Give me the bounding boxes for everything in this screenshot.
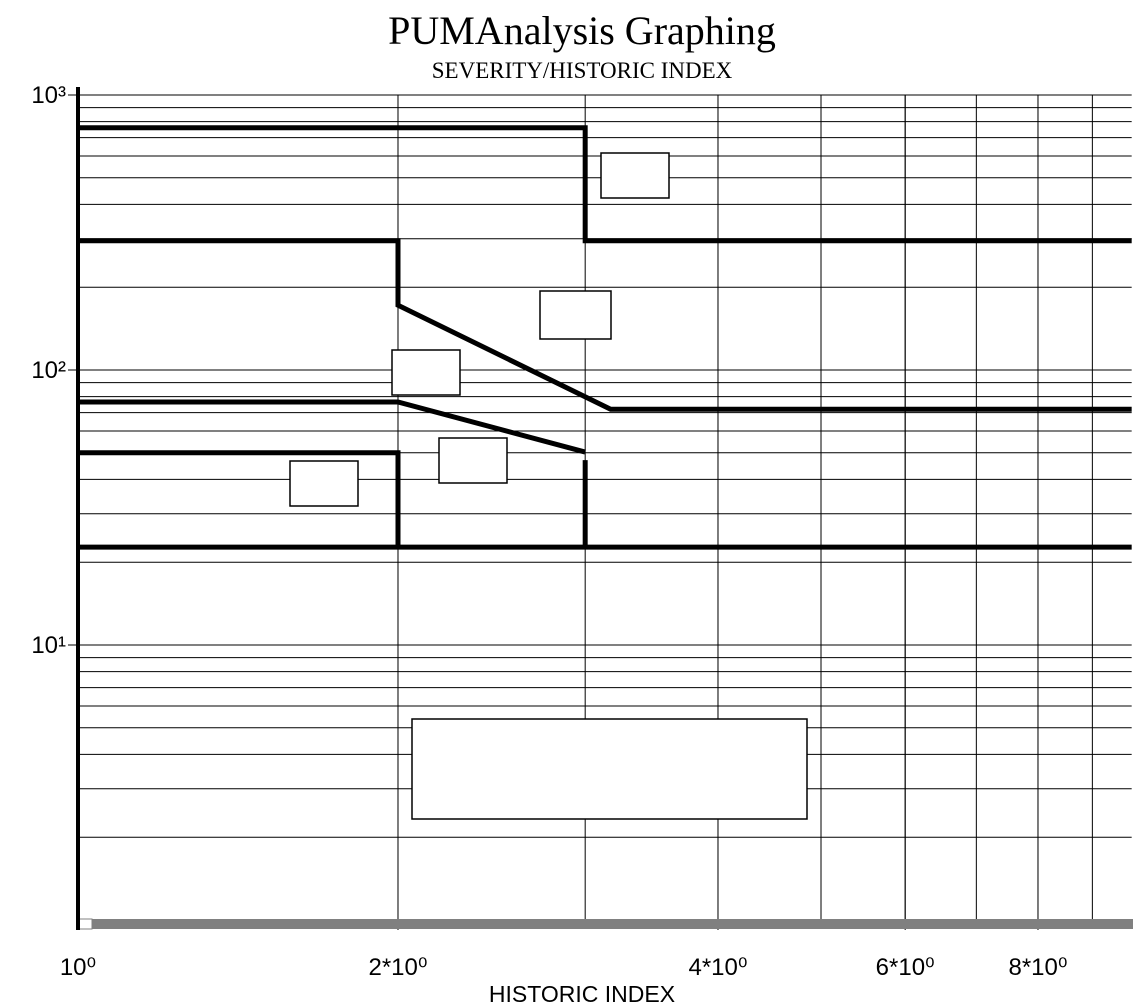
boundary-line xyxy=(78,399,586,455)
annotation-box xyxy=(391,349,461,396)
x-tick-label: 2*10⁰ xyxy=(368,954,427,981)
x-tick-label: 4*10⁰ xyxy=(688,954,747,981)
y-tick-label: 10¹ xyxy=(31,632,66,659)
annotation-boxes xyxy=(289,152,808,820)
scroll-bar xyxy=(92,919,1133,929)
chart-subtitle: SEVERITY/HISTORIC INDEX xyxy=(432,58,733,83)
scroll-corner xyxy=(78,918,93,930)
annotation-box xyxy=(438,437,508,484)
annotation-box xyxy=(411,718,808,820)
annotation-box xyxy=(289,460,359,507)
boundary-line xyxy=(78,450,401,548)
y-tick-label: 10³ xyxy=(31,82,66,109)
y-tick-label: 10² xyxy=(31,357,66,384)
boundary-line xyxy=(78,238,1132,412)
chart-title: PUMAnalysis Graphing xyxy=(388,8,776,53)
x-tick-label: 6*10⁰ xyxy=(876,954,935,981)
boundary-line xyxy=(78,125,1132,244)
annotation-box xyxy=(539,290,612,340)
x-axis-label: HISTORIC INDEX xyxy=(489,981,675,1007)
x-tick-label: 8*10⁰ xyxy=(1008,954,1067,981)
x-tick-label: 10⁰ xyxy=(60,954,96,981)
annotation-box xyxy=(600,152,670,199)
